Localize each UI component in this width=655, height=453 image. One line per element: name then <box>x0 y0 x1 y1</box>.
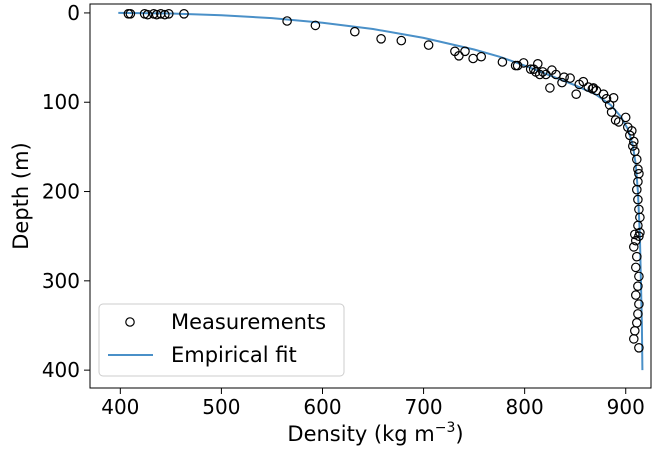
measurement-point <box>634 271 644 282</box>
x-tick-label: 900 <box>607 395 645 419</box>
measurement-point <box>454 50 464 61</box>
y-tick-label: 200 <box>42 180 80 204</box>
measurement-point <box>620 112 631 123</box>
measurement-point <box>583 82 594 92</box>
measurement-point <box>630 262 641 273</box>
measurement-point <box>635 227 645 238</box>
x-axis-label-suffix: ) <box>455 422 463 446</box>
axes-layer: 400 500 600 700 800 900 0 100 200 300 400 <box>42 1 645 419</box>
measurement-point <box>626 126 637 136</box>
measurement-point <box>631 317 642 328</box>
measurement-point <box>628 136 639 147</box>
measurement-point <box>606 107 617 117</box>
measurement-point <box>160 9 170 20</box>
points-layer <box>123 9 645 353</box>
measurement-point <box>629 325 640 336</box>
measurement-point <box>565 73 575 83</box>
measurement-point <box>633 281 643 291</box>
measurement-point <box>476 51 486 62</box>
measurement-point <box>512 60 523 71</box>
measurement-point <box>559 72 569 82</box>
measurement-point <box>423 40 434 50</box>
y-tick-label: 400 <box>42 358 80 382</box>
measurement-point <box>537 67 548 77</box>
measurement-point <box>633 309 643 319</box>
measurement-point <box>634 299 644 309</box>
measurement-point <box>534 69 545 80</box>
measurement-point <box>532 58 543 69</box>
measurement-point <box>518 58 529 68</box>
measurement-point <box>545 83 555 93</box>
legend-label-measurements: Measurements <box>171 310 326 334</box>
measurement-point <box>628 242 639 252</box>
x-axis-label-text: Density (kg m <box>287 422 434 446</box>
measurement-point <box>179 9 189 19</box>
measurement-point <box>627 141 638 151</box>
x-tick-label: 800 <box>506 395 544 419</box>
legend-box <box>98 303 345 377</box>
measurement-point <box>630 235 641 246</box>
measurement-point <box>631 154 642 165</box>
measurement-point <box>349 26 360 37</box>
measurement-point <box>634 342 644 353</box>
legend-label-empirical-fit: Empirical fit <box>171 343 297 367</box>
x-axis-label: Density (kg m−3) <box>287 420 463 446</box>
measurement-point <box>630 290 641 300</box>
measurement-point <box>633 164 643 174</box>
measurement-point <box>396 35 407 46</box>
y-tick-label: 300 <box>42 269 80 293</box>
measurement-point <box>631 251 642 262</box>
measurement-point <box>142 9 153 20</box>
measurement-point <box>601 93 612 104</box>
measurement-point <box>631 184 642 195</box>
y-tick-label: 100 <box>42 90 80 114</box>
measurement-point <box>571 89 581 99</box>
measurement-point <box>633 194 643 205</box>
measurement-point <box>525 64 536 74</box>
measurement-point <box>578 76 589 87</box>
measurement-point <box>628 334 639 344</box>
x-axis-label-superscript: −3 <box>435 420 456 436</box>
measurement-point <box>633 220 643 231</box>
measurement-point <box>613 117 624 127</box>
measurement-point <box>376 33 386 44</box>
measurement-point <box>310 20 321 31</box>
x-tick-label: 500 <box>202 395 240 419</box>
measurement-point <box>282 16 292 26</box>
plot-area <box>89 3 652 389</box>
y-tick-label: 0 <box>67 1 80 25</box>
measurement-point <box>125 9 136 19</box>
x-tick-label: 600 <box>303 395 341 419</box>
legend-marker-measurements <box>125 317 135 327</box>
measurement-point <box>557 77 567 88</box>
x-tick-label: 400 <box>101 395 139 419</box>
measurement-point <box>164 9 174 19</box>
measurement-point <box>497 57 508 67</box>
legend: Measurements Empirical fit <box>98 303 345 377</box>
x-tick-label: 700 <box>404 395 442 419</box>
measurement-point <box>604 100 615 110</box>
measurement-point <box>608 93 619 103</box>
measurement-point <box>460 46 470 57</box>
measurement-point <box>588 83 599 93</box>
y-axis-label: Depth (m) <box>9 142 33 249</box>
measurement-point <box>468 53 478 64</box>
